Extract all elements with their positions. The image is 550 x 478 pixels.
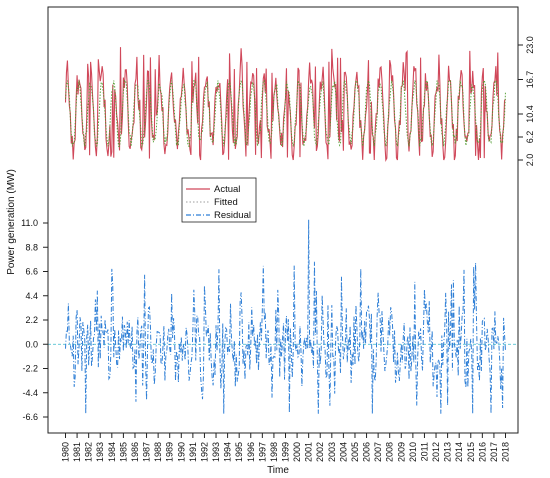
x-tick-label: 1980 [61, 442, 71, 462]
x-tick-label: 1993 [211, 442, 221, 462]
x-tick-label: 1998 [269, 442, 279, 462]
x-tick-label: 1989 [165, 442, 175, 462]
bottom-y-tick-label: -2.2 [22, 364, 38, 374]
x-axis: 1980 1981 1982 1983 1984 1985 1986 1987 1988 1989… [61, 432, 511, 462]
bottom-y-tick-label: 2.2 [25, 315, 38, 325]
x-tick-label: 2010 [408, 442, 418, 462]
x-tick-label: 2002 [315, 442, 325, 462]
top-y-axis: 2.0 6.2 10.4 16.7 23.0 [517, 36, 535, 167]
x-tick-label: 1996 [246, 442, 256, 462]
legend-label-fitted: Fitted [214, 197, 238, 208]
x-tick-label: 1999 [281, 442, 291, 462]
x-tick-label: 2016 [477, 442, 487, 462]
top-panel [64, 47, 506, 162]
series-line-fitted [65, 78, 506, 148]
x-tick-label: 1992 [199, 442, 209, 462]
bottom-y-tick-label: 6.6 [25, 267, 38, 277]
y-axis-title: Power generation (MW) [6, 169, 17, 275]
x-tick-label: 2008 [385, 442, 395, 462]
x-tick-label: 1981 [72, 442, 82, 462]
x-axis-title: Time [267, 465, 289, 476]
top-y-tick-label: 2.0 [525, 154, 535, 167]
x-tick-label: 1984 [107, 442, 117, 462]
bottom-y-tick-label: 11.0 [21, 218, 38, 228]
x-tick-label: 2005 [350, 442, 360, 462]
x-tick-label: 2015 [466, 442, 476, 462]
x-tick-label: 1986 [130, 442, 140, 462]
legend-box [181, 177, 257, 223]
x-tick-label: 2004 [338, 442, 348, 462]
top-y-tick-label: 6.2 [525, 131, 535, 144]
bottom-y-tick-label: 0.0 [25, 339, 38, 349]
x-tick-label: 2009 [396, 442, 406, 462]
x-tick-label: 1995 [234, 442, 244, 462]
x-tick-label: 2017 [489, 442, 499, 462]
legend-label-actual: Actual [214, 184, 240, 195]
series-line-residual [65, 219, 506, 414]
x-tick-label: 1997 [257, 442, 267, 462]
legend-label-residual: Residual [214, 210, 251, 221]
x-tick-label: 2013 [443, 442, 453, 462]
bottom-panel [48, 219, 518, 414]
top-y-tick-label: 10.4 [525, 105, 535, 123]
x-tick-label: 2001 [304, 442, 314, 462]
x-tick-label: 2011 [419, 442, 429, 461]
x-tick-label: 1987 [142, 442, 152, 462]
x-tick-label: 2014 [454, 442, 464, 462]
top-y-tick-label: 16.7 [525, 71, 535, 89]
x-tick-label: 1983 [95, 442, 105, 462]
x-tick-label: 2007 [373, 442, 383, 462]
x-tick-label: 2000 [292, 442, 302, 462]
x-tick-label: 1988 [153, 442, 163, 462]
bottom-y-tick-label: -6.6 [22, 412, 38, 422]
x-tick-label: 2018 [501, 442, 511, 462]
series-line-actual [64, 47, 506, 162]
x-tick-label: 2012 [431, 442, 441, 462]
bottom-y-tick-label: 8.8 [25, 242, 38, 252]
legend: Actual Fitted Residual [181, 177, 257, 223]
bottom-y-axis: 11.0 8.8 6.6 4.4 2.2 0.0 -2.2 -4.4 -6.6 [21, 218, 49, 422]
x-tick-label: 1990 [176, 442, 186, 462]
x-tick-label: 1994 [223, 442, 233, 462]
top-y-tick-label: 23.0 [525, 36, 535, 54]
x-tick-label: 1982 [84, 442, 94, 462]
x-tick-label: 1991 [188, 442, 198, 462]
x-tick-label: 2006 [362, 442, 372, 462]
x-tick-label: 1985 [118, 442, 128, 462]
bottom-y-tick-label: -4.4 [22, 388, 38, 398]
bottom-y-tick-label: 4.4 [25, 291, 38, 301]
x-tick-label: 2003 [327, 442, 337, 462]
